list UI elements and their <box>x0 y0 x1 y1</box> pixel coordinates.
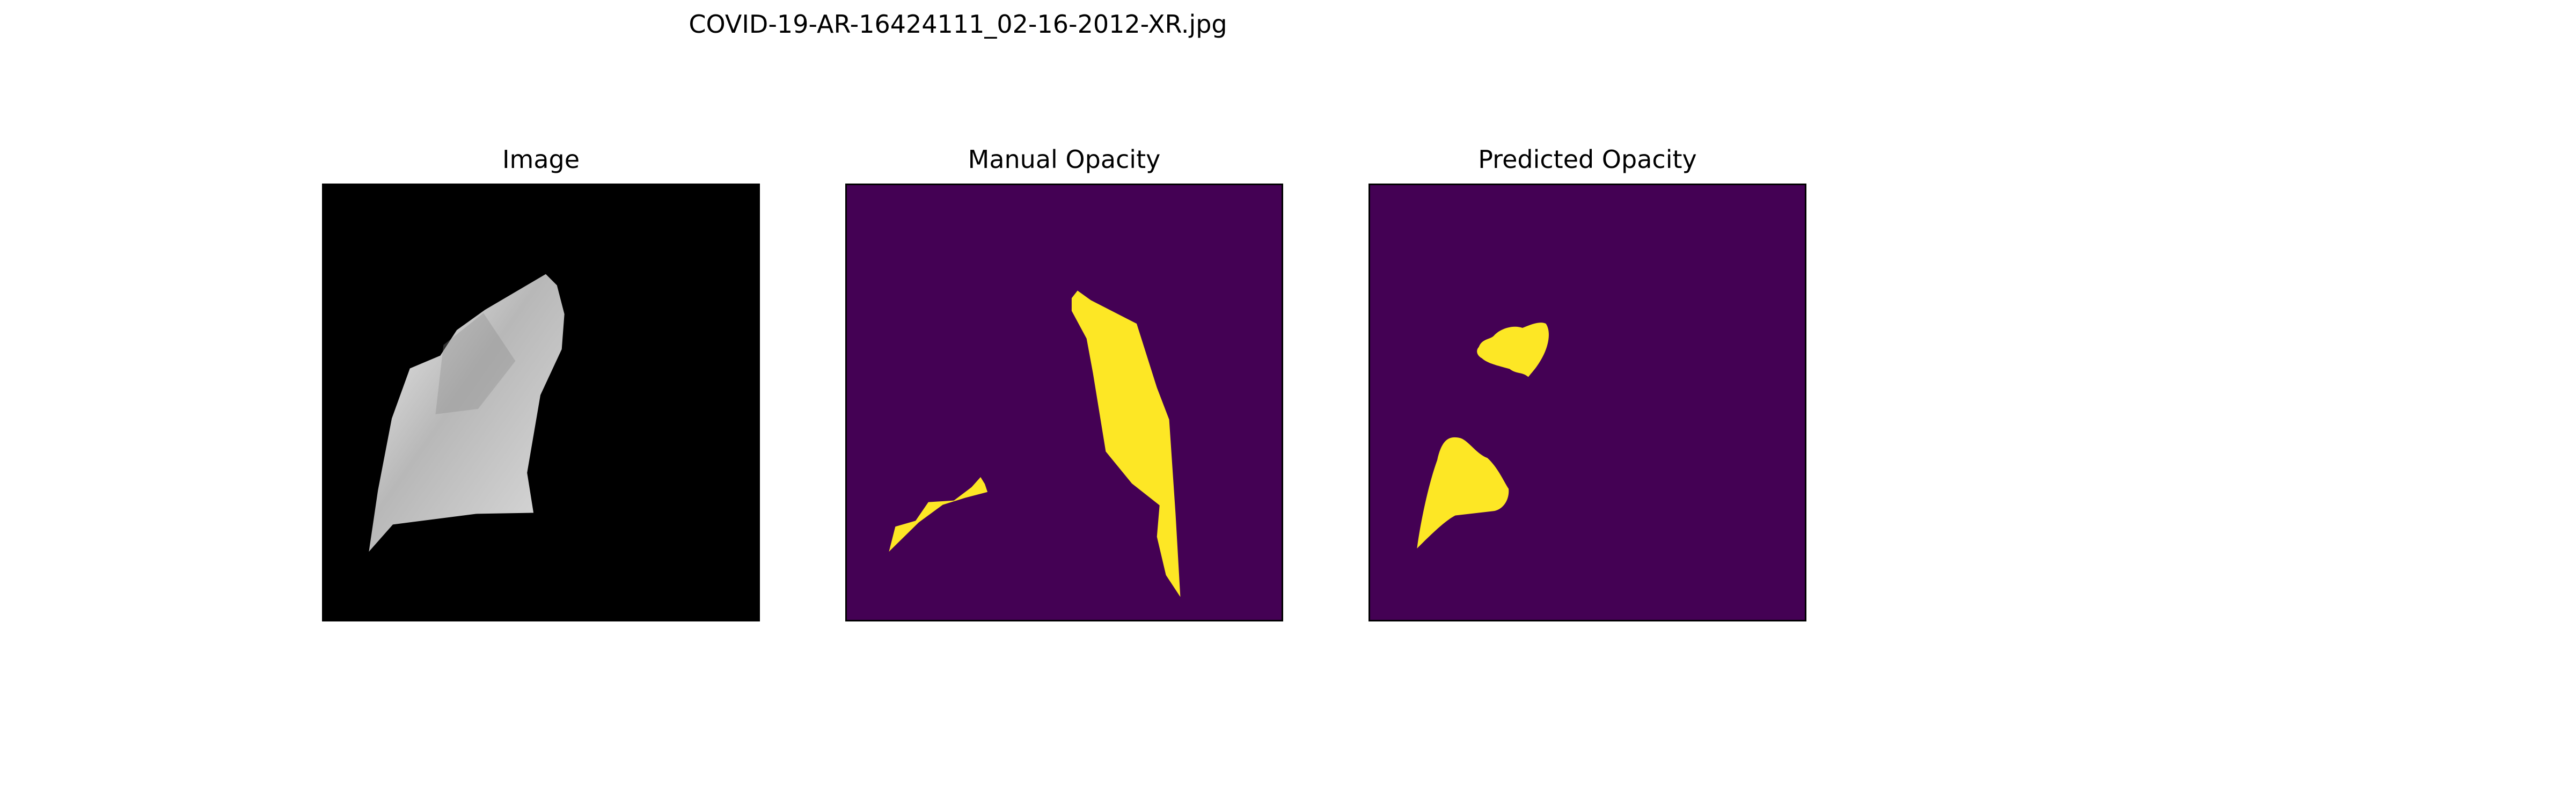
manual-opacity-panel <box>845 184 1283 621</box>
panel-title-image: Image <box>502 145 580 174</box>
predicted-opacity-region-upper <box>1477 323 1549 377</box>
predicted-opacity-panel <box>1368 184 1806 621</box>
manual-opacity-region-upper <box>1071 290 1181 597</box>
panel-title-manual: Manual Opacity <box>968 145 1161 174</box>
xray-image <box>324 185 758 620</box>
lung-region <box>369 274 565 552</box>
figure-title: COVID-19-AR-16424111_02-16-2012-XR.jpg <box>689 10 1227 39</box>
manual-mask <box>847 185 1282 620</box>
manual-opacity-region-lower <box>889 477 988 552</box>
predicted-opacity-region-lower <box>1417 437 1509 548</box>
predicted-mask <box>1370 185 1805 620</box>
image-panel <box>322 184 760 621</box>
panel-title-predicted: Predicted Opacity <box>1478 145 1697 174</box>
